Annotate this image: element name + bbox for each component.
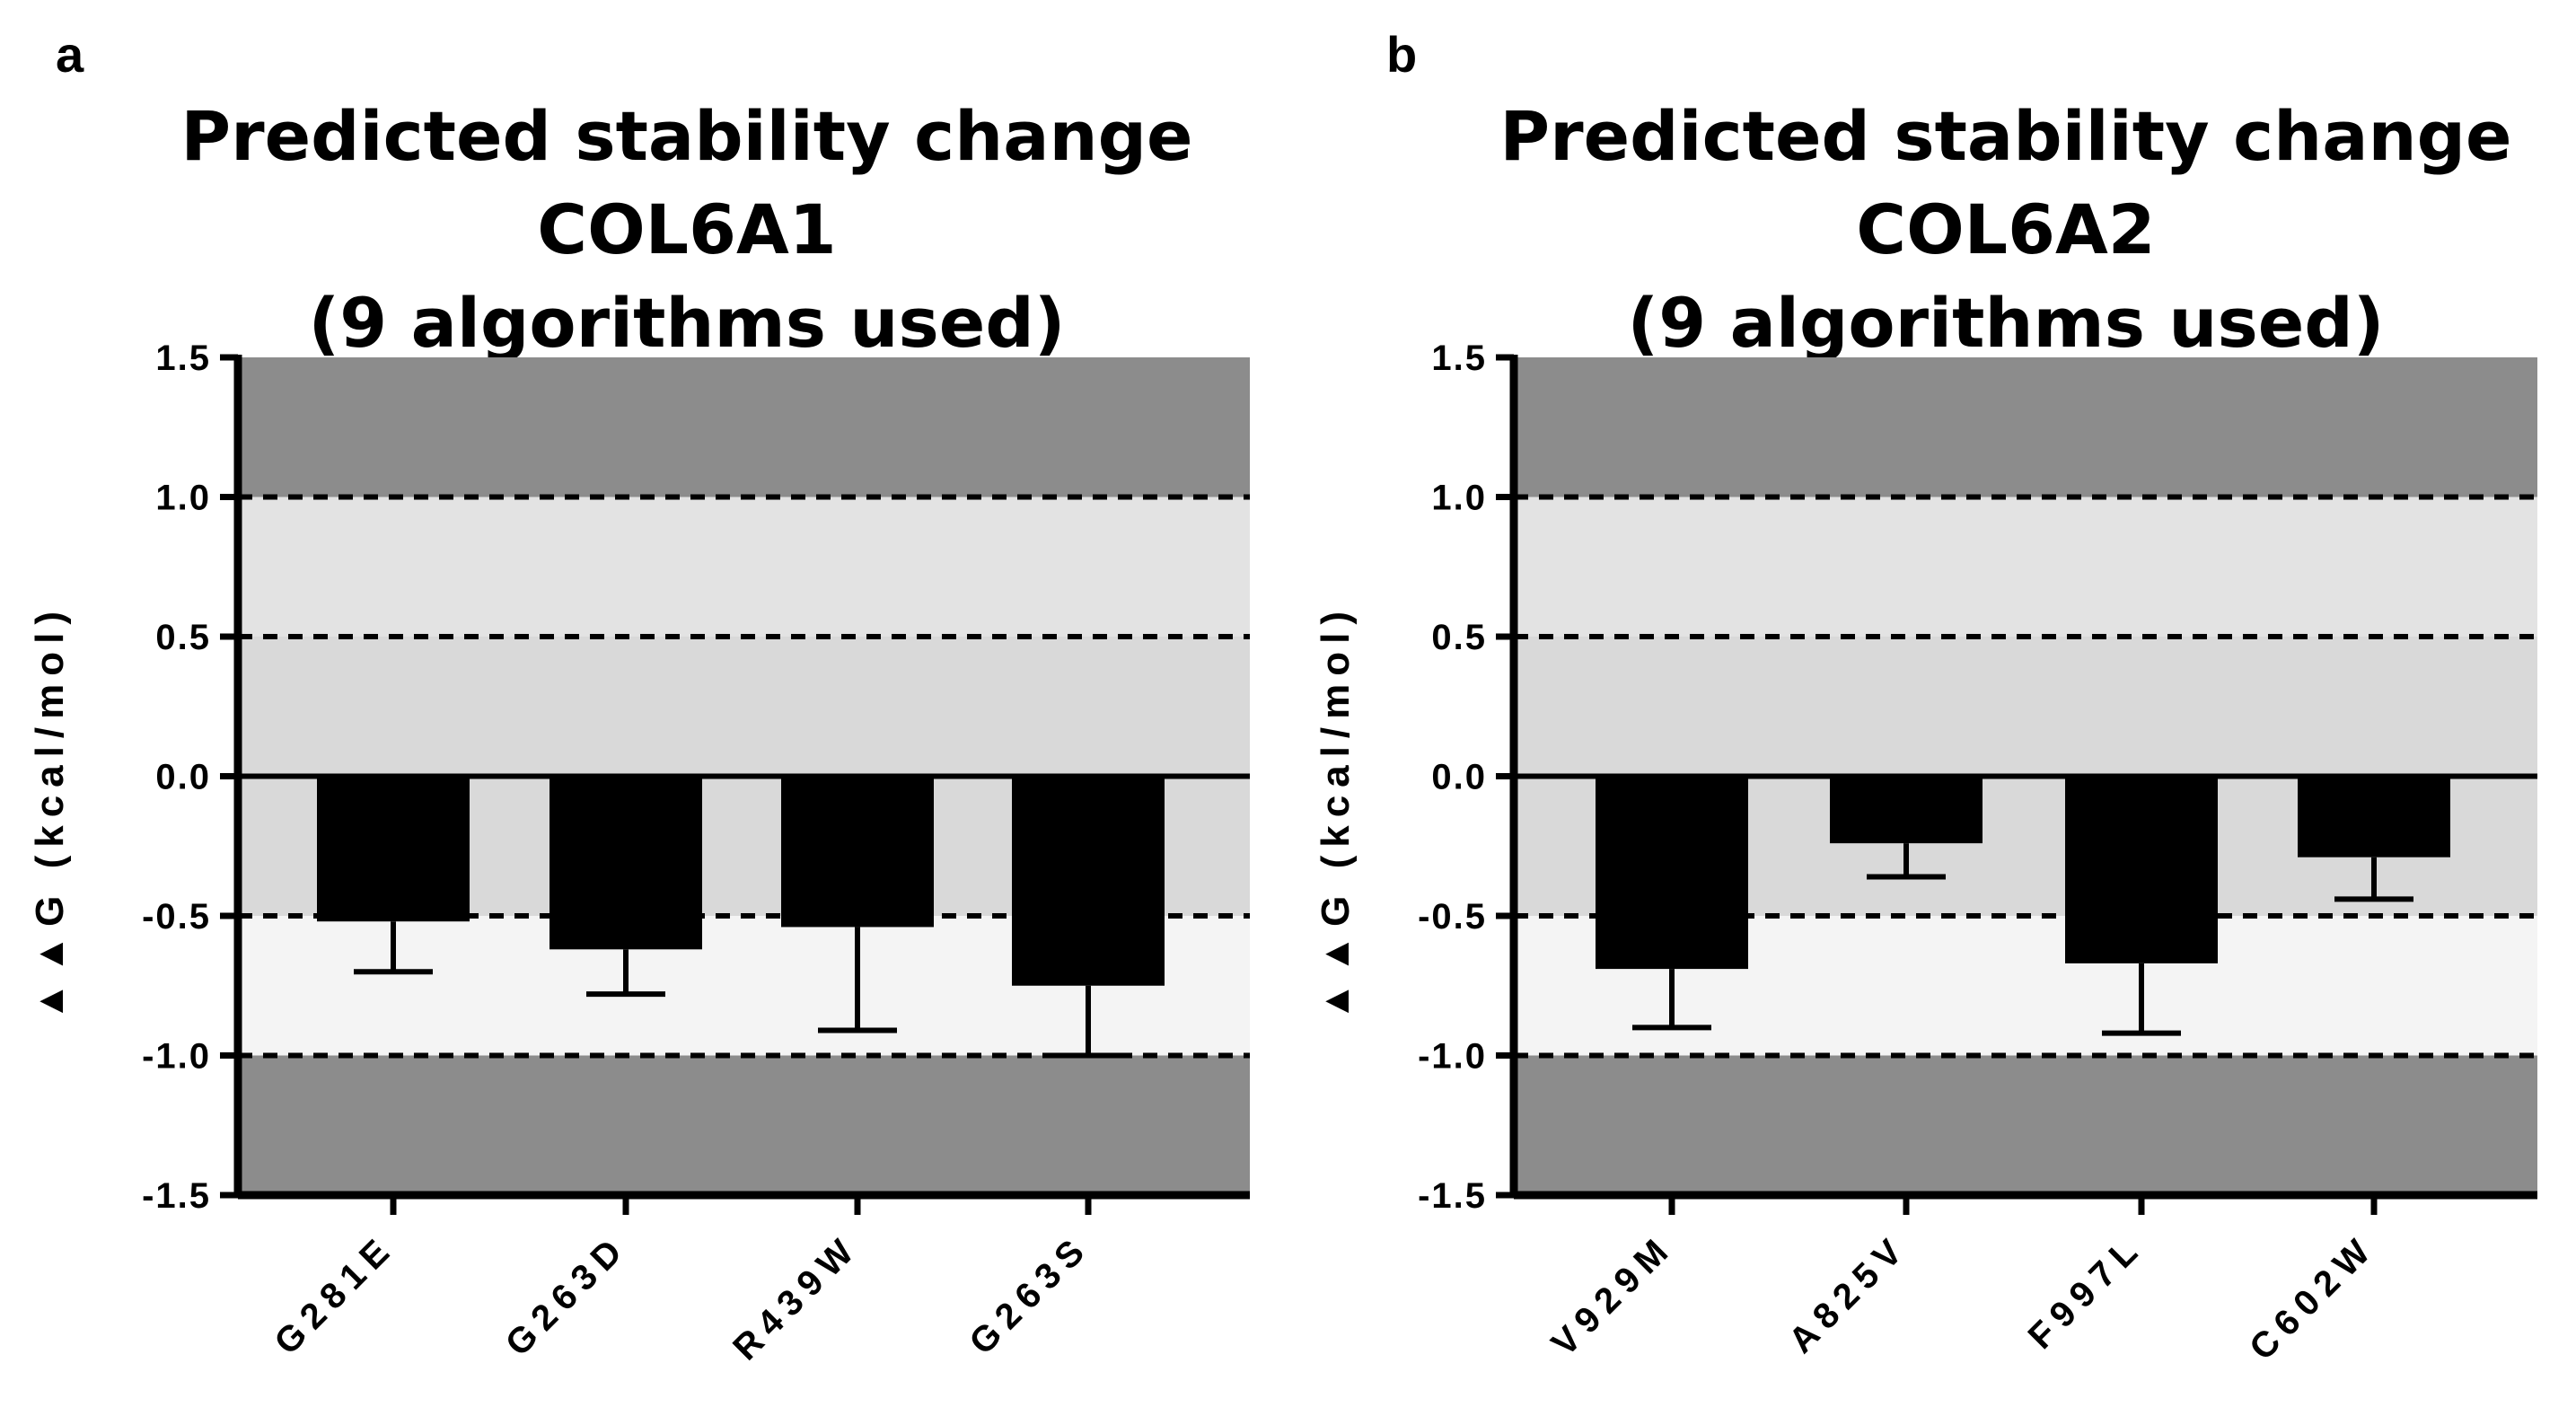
y-tick-label: 0.5 xyxy=(155,618,211,657)
band-0 xyxy=(1514,357,2537,497)
x-tick-label: C602W xyxy=(2242,1227,2383,1368)
y-tick-label: -1.5 xyxy=(142,1176,211,1216)
chart-title-line-2: (9 algorithms used) xyxy=(308,283,1066,363)
x-tick-label: F997L xyxy=(2021,1227,2151,1357)
x-tick-label: G281E xyxy=(267,1227,402,1362)
panel-letter: b xyxy=(1386,26,1418,83)
y-tick-label: 1.5 xyxy=(155,339,211,378)
x-tick-label: G263D xyxy=(498,1227,636,1364)
x-tick-label: A825V xyxy=(1781,1227,1915,1360)
y-tick-label: -1.0 xyxy=(1418,1037,1487,1077)
bar-c602w xyxy=(2298,776,2450,858)
y-tick-label: 0.0 xyxy=(1431,758,1487,797)
x-tick-label: V929M xyxy=(1544,1227,1682,1364)
chart-title-line-2: (9 algorithms used) xyxy=(1627,283,2385,363)
y-axis-label: ▲▲G (kcal/mol) xyxy=(1314,603,1358,1021)
chart-title: Predicted stability change COL6A1 (9 alg… xyxy=(103,90,1270,370)
band-1 xyxy=(1514,497,2537,637)
y-tick-label: -1.0 xyxy=(142,1037,211,1077)
x-tick-label: R439W xyxy=(725,1227,866,1368)
bar-g263s xyxy=(1012,776,1165,986)
bar-g281e xyxy=(317,776,470,922)
bar-v929m xyxy=(1596,776,1748,970)
panel-a: a Predicted stability change COL6A1 (9 a… xyxy=(28,26,1270,1368)
panel-letter: a xyxy=(56,26,84,83)
y-axis-label: ▲▲G (kcal/mol) xyxy=(28,603,72,1021)
y-tick-label: -1.5 xyxy=(1418,1176,1487,1216)
y-tick-label: 1.0 xyxy=(1431,479,1487,518)
y-tick-label: -0.5 xyxy=(142,897,211,937)
bar-a825v xyxy=(1830,776,1983,844)
x-tick-label: G263S xyxy=(962,1227,1097,1362)
band-0 xyxy=(238,357,1250,497)
chart-plot: 1.5 1.0 0.5 0.0 -0.5 -1.0 -1.5 V929M A825V F997L C… xyxy=(1314,339,2537,1368)
band-4 xyxy=(238,1055,1250,1195)
chart-title-line-1: Predicted stability change COL6A1 xyxy=(180,96,1193,269)
y-tick-label: 1.0 xyxy=(155,479,211,518)
chart-title-line-1: Predicted stability change COL6A2 xyxy=(1499,96,2512,269)
y-tick-label: 0.5 xyxy=(1431,618,1487,657)
y-tick-label: 1.5 xyxy=(1431,339,1487,378)
band-1 xyxy=(238,497,1250,637)
y-tick-label: -0.5 xyxy=(1418,897,1487,937)
bar-r439w xyxy=(781,776,934,928)
chart-plot: 1.5 1.0 0.5 0.0 -0.5 -1.0 -1.5 G281E G263D R439W G… xyxy=(28,339,1250,1368)
y-tick-label: 0.0 xyxy=(155,758,211,797)
chart-title: Predicted stability change COL6A2 (9 alg… xyxy=(1422,90,2576,370)
band-4 xyxy=(1514,1055,2537,1195)
bar-g263d xyxy=(549,776,702,950)
panel-b: b Predicted stability change COL6A2 (9 a… xyxy=(1288,0,2575,1416)
bar-f997l xyxy=(2065,776,2218,963)
